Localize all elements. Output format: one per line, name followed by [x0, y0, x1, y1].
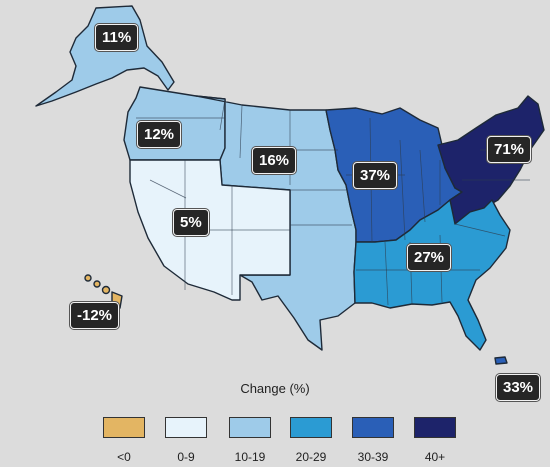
label-alaska: 11% — [95, 24, 139, 51]
label-midwest: 37% — [353, 162, 398, 189]
legend-label: <0 — [117, 450, 131, 464]
legend-label: 20-29 — [295, 450, 327, 464]
legend-swatch — [103, 417, 145, 438]
region-hawaii — [84, 274, 123, 309]
legend-title: Change (%) — [240, 381, 310, 396]
region-alaska — [35, 5, 175, 107]
label-northwest: 12% — [137, 121, 182, 148]
label-northeast: 71% — [487, 136, 532, 163]
label-southeast: 27% — [407, 244, 452, 271]
label-great-plains: 16% — [252, 147, 297, 174]
legend-label: 0-9 — [177, 450, 195, 464]
region-puerto-rico — [494, 356, 508, 365]
legend-swatch — [414, 417, 456, 438]
legend-label: 40+ — [424, 450, 446, 464]
label-hawaii: -12% — [70, 302, 120, 329]
legend-swatch — [229, 417, 271, 438]
legend-swatch — [352, 417, 394, 438]
legend-label: 10-19 — [234, 450, 266, 464]
label-puerto-rico: 33% — [496, 374, 541, 401]
legend-swatch — [290, 417, 332, 438]
label-southwest: 5% — [173, 209, 209, 236]
region-southeast — [353, 199, 511, 351]
legend-label: 30-39 — [357, 450, 389, 464]
legend-swatch — [165, 417, 207, 438]
